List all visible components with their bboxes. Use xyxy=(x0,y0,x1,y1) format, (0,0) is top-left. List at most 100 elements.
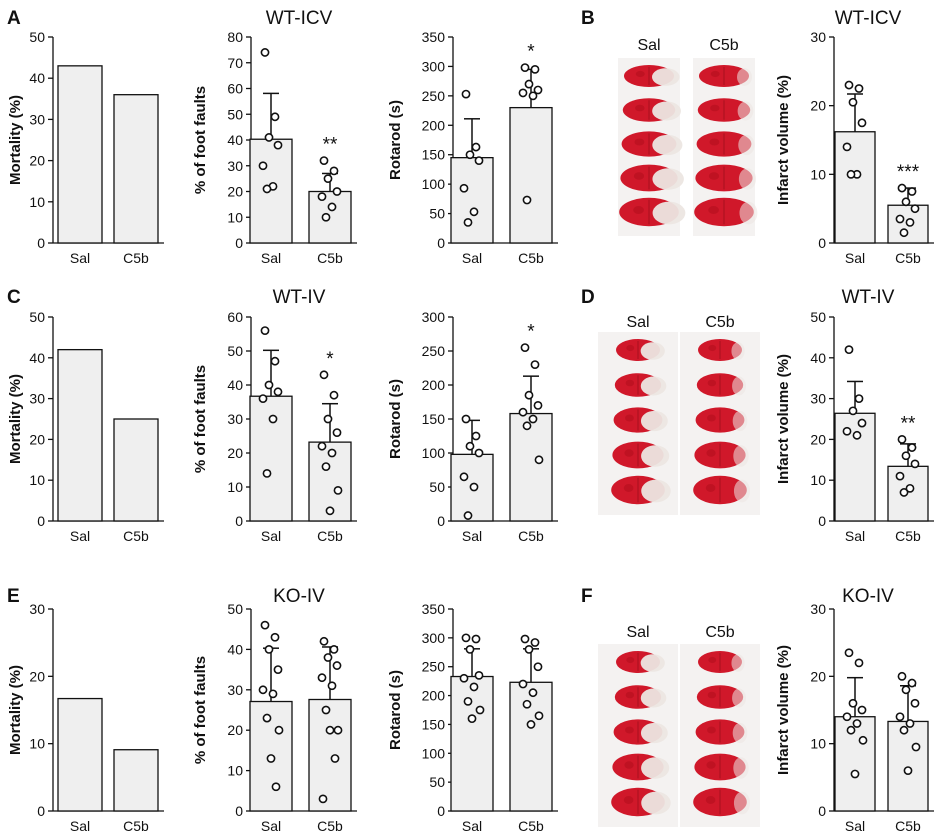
brain-section xyxy=(620,164,684,192)
y-tick-label: 0 xyxy=(235,235,243,251)
bar-c5b xyxy=(509,412,553,522)
data-point xyxy=(260,326,270,335)
y-tick-label: 40 xyxy=(227,132,243,148)
data-point xyxy=(857,418,867,428)
data-point xyxy=(905,719,915,728)
data-point xyxy=(899,228,909,238)
bar-c5b xyxy=(113,94,159,244)
data-point xyxy=(842,712,852,722)
data-point xyxy=(333,725,343,735)
data-point xyxy=(522,195,532,205)
x-tick-label: Sal xyxy=(70,250,90,266)
y-axis-label: Rotarod (s) xyxy=(387,100,404,180)
data-point xyxy=(910,459,920,469)
y-tick-label: 30 xyxy=(810,29,826,45)
data-point xyxy=(465,150,475,160)
data-point xyxy=(520,634,530,644)
data-point xyxy=(520,63,530,73)
brain-column-label: C5b xyxy=(709,37,738,54)
data-point xyxy=(333,485,343,495)
data-point xyxy=(528,91,538,101)
data-point xyxy=(524,390,534,400)
data-point xyxy=(474,448,484,458)
y-tick-label: 0 xyxy=(235,803,243,819)
data-point xyxy=(461,414,471,424)
y-tick-label: 20 xyxy=(810,98,826,114)
x-tick-label: Sal xyxy=(845,528,865,544)
data-point xyxy=(459,472,469,482)
y-tick-label: 150 xyxy=(422,411,446,427)
y-tick-label: 20 xyxy=(227,184,243,200)
y-tick-label: 50 xyxy=(429,206,445,222)
data-point xyxy=(467,714,477,724)
data-point xyxy=(274,725,284,735)
y-tick-label: 20 xyxy=(29,668,45,684)
data-point xyxy=(533,85,543,95)
B-brains xyxy=(618,58,758,236)
data-point xyxy=(524,79,534,89)
data-point xyxy=(533,662,543,672)
A-mortality-chart: 0 10 20 30 40 50 Sal C5b xyxy=(29,29,164,266)
panel-letter-c: C xyxy=(7,287,21,308)
y-tick-label: 10 xyxy=(810,166,826,182)
data-point xyxy=(475,705,485,715)
A-rotarod-chart: 0 50 100 150 200 250 300 350 Sal * C5b xyxy=(422,29,558,266)
data-point xyxy=(323,414,333,424)
data-point xyxy=(268,689,278,699)
y-axis-label: Mortality (%) xyxy=(7,665,24,755)
significance-marker: *** xyxy=(897,162,920,183)
data-point xyxy=(850,769,860,779)
y-tick-label: 300 xyxy=(422,630,446,646)
data-point xyxy=(327,681,337,691)
data-point xyxy=(469,207,479,217)
brain-section xyxy=(694,197,758,227)
data-point xyxy=(463,217,473,227)
y-tick-label: 50 xyxy=(429,774,445,790)
E-footfaults-chart: 0 10 20 30 40 50 Sal C5b xyxy=(227,601,357,834)
data-point xyxy=(901,197,911,207)
data-point xyxy=(325,506,335,516)
brain-section xyxy=(616,651,665,673)
data-point xyxy=(907,187,917,196)
data-point xyxy=(258,685,268,695)
y-tick-label: 40 xyxy=(227,377,243,393)
y-tick-label: 0 xyxy=(437,235,445,251)
data-point xyxy=(262,713,272,723)
data-point xyxy=(844,80,854,90)
data-point xyxy=(903,766,913,775)
data-point xyxy=(857,118,867,128)
brain-section xyxy=(693,475,751,505)
bar-c5b xyxy=(308,698,352,812)
brain-section xyxy=(696,131,755,157)
data-point xyxy=(273,140,283,150)
data-point xyxy=(461,89,471,99)
y-tick-label: 50 xyxy=(227,106,243,122)
A-footfaults-chart: 0 10 20 30 40 50 60 70 80 Sal ** C5b xyxy=(227,29,357,266)
data-point xyxy=(901,451,911,461)
bar-sal xyxy=(57,697,103,812)
data-point xyxy=(332,661,342,670)
y-tick-label: 250 xyxy=(422,659,446,675)
y-tick-label: 20 xyxy=(810,668,826,684)
y-tick-label: 30 xyxy=(29,391,45,407)
data-point xyxy=(461,633,471,643)
data-point xyxy=(271,782,281,792)
y-axis-label: Rotarod (s) xyxy=(387,379,404,459)
y-axis-label: Mortality (%) xyxy=(7,374,24,464)
data-point xyxy=(474,670,484,680)
y-tick-label: 30 xyxy=(227,411,243,427)
y-tick-label: 30 xyxy=(810,391,826,407)
data-point xyxy=(319,636,329,646)
data-point xyxy=(844,345,854,355)
y-tick-label: 200 xyxy=(422,377,446,393)
bar-c5b xyxy=(113,418,159,522)
F-infarct-title: KO-IV xyxy=(842,586,894,607)
x-tick-label: C5b xyxy=(518,818,544,834)
data-point xyxy=(329,645,339,654)
y-tick-label: 30 xyxy=(29,601,45,617)
y-axis-label: Infarct volume (%) xyxy=(775,354,792,484)
data-point xyxy=(895,712,905,722)
data-point xyxy=(463,696,473,706)
y-tick-label: 50 xyxy=(227,343,243,359)
x-tick-label: C5b xyxy=(317,250,343,266)
